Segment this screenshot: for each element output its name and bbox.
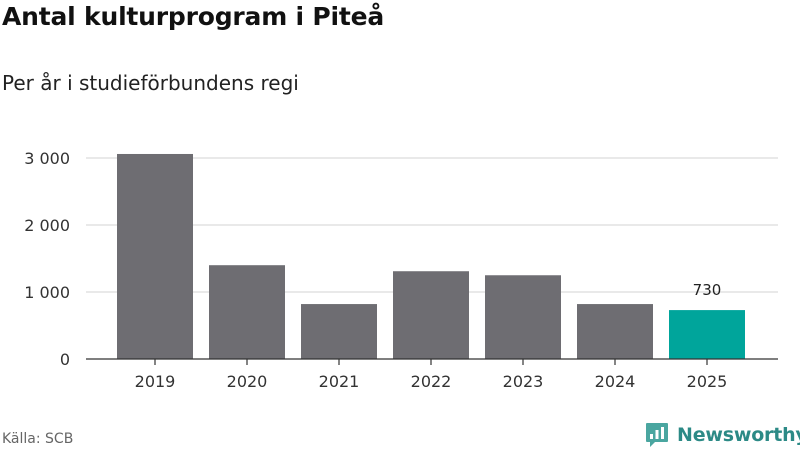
bar-2022 — [393, 271, 469, 359]
chart-title: Antal kulturprogram i Piteå — [2, 2, 385, 31]
bar-2019 — [117, 153, 193, 359]
chart-subtitle: Per år i studieförbundens regi — [2, 71, 299, 95]
source-note: Källa: SCB — [2, 431, 74, 447]
x-tick-label: 2024 — [595, 372, 636, 391]
newsworthy-logo-icon — [646, 423, 668, 447]
x-tick-label: 2020 — [227, 372, 268, 391]
x-tick-label: 2021 — [319, 372, 360, 391]
bar-2025 — [669, 310, 745, 359]
newsworthy-brand: Newsworthy — [645, 421, 800, 449]
bar-2024 — [577, 304, 653, 359]
brand-name: Newsworthy — [677, 424, 800, 446]
y-tick-label: 1 000 — [24, 283, 70, 302]
y-tick-label: 0 — [60, 350, 70, 369]
x-tick-label: 2022 — [411, 372, 452, 391]
x-tick-label: 2025 — [687, 372, 728, 391]
data-label: 730 — [693, 281, 722, 299]
x-tick-label: 2023 — [503, 372, 544, 391]
x-tick-label: 2019 — [135, 372, 176, 391]
bar-2021 — [301, 304, 377, 359]
y-tick-label: 3 000 — [24, 149, 70, 168]
bar-2023 — [485, 275, 561, 359]
y-tick-label: 2 000 — [24, 216, 70, 235]
bar-2020 — [209, 265, 285, 359]
